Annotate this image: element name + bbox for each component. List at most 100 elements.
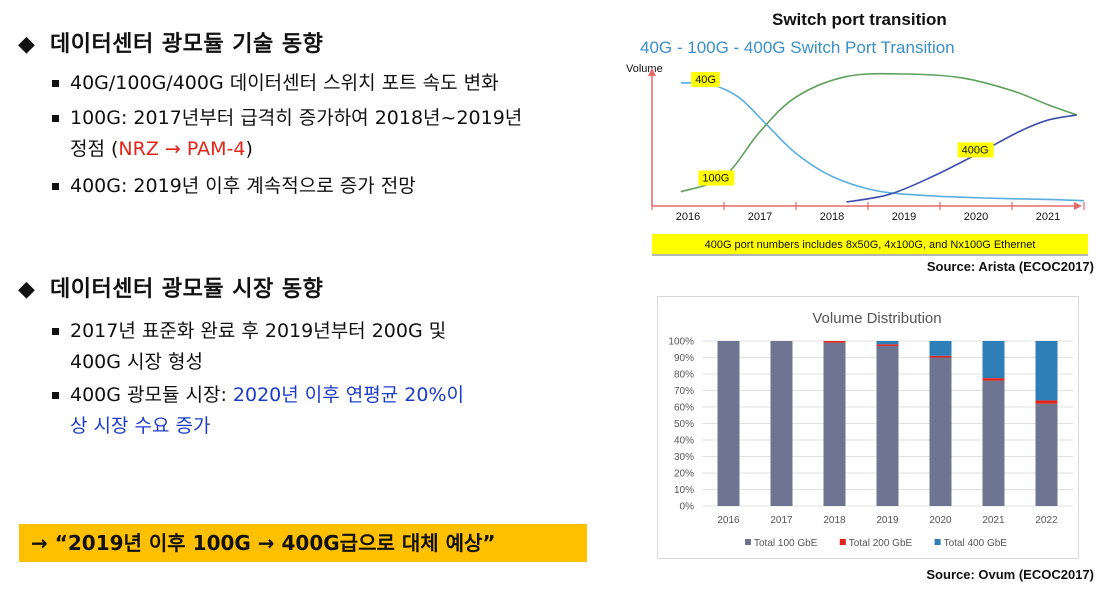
square-bullet-icon [52,80,59,87]
bullet-text: NRZ → PAM-4 [118,138,246,160]
bullet-text: 400G: 2019년 이후 계속적으로 증가 전망 [70,175,416,197]
legend-swatch [934,539,941,545]
x-tick-label: 2022 [1035,515,1058,526]
bar-2017-total-100-gbe [770,341,793,506]
volume-distribution-chart: Volume Distribution 0% 10% 20% 30% 40% 50% 60% 7… [657,296,1079,559]
y-tick-label: 60% [674,403,694,414]
y-tick-label: 40% [674,436,694,447]
bar-2018-total-100-gbe [823,342,846,506]
y-tick-label: 80% [674,370,694,381]
bullet-line: 2017년 표준화 완료 후 2019년부터 200G 및 [52,316,446,347]
bullet-text: 400G 광모듈 시장: [70,384,233,406]
y-axis-arrow-icon [648,68,656,76]
x-tick-label: 2020 [964,211,988,223]
y-tick-label: 90% [674,353,694,364]
y-tick-label: 20% [674,469,694,480]
bar-2018-total-200-gbe [823,341,846,343]
bullet-line: 40G/100G/400G 데이터센터 스위치 포트 속도 변화 [52,68,499,99]
series-line-40G [680,82,1085,202]
section-title-tech-trend: ◆ 데이터센터 광모듈 기술 동향 [18,32,324,57]
bar-2019-total-400-gbe [876,341,899,345]
x-tick-label: 2018 [820,211,844,223]
legend-label: Total 400 GbE [944,538,1008,549]
bullet-item: 2017년 표준화 완료 후 2019년부터 200G 및 400G 시장 형성 [52,316,446,378]
bar-2022-total-400-gbe [1035,341,1058,401]
switch-port-transition-chart: 40G - 100G - 400G Switch Port Transition… [626,38,1088,256]
square-bullet-icon [52,328,59,335]
legend-label: Total 100 GbE [754,538,818,549]
square-bullet-icon [52,115,59,122]
bar-2022-total-100-gbe [1035,403,1058,506]
bar-2019-total-100-gbe [876,345,899,506]
x-tick-label: 2018 [823,515,846,526]
series-label: 400G [962,144,989,156]
figure1-source: Source: Arista (ECOC2017) [926,259,1094,274]
y-axis-label: Volume [626,63,663,75]
bullet-text: 100G: 2017년부터 급격히 증가하여 2018년~2019년 [70,107,523,129]
y-tick-label: 30% [674,452,694,463]
diamond-bullet-icon: ◆ [18,32,36,57]
bullet-text: ) [245,138,253,160]
y-tick-label: 0% [680,502,695,513]
bar-2021-total-400-gbe [982,341,1005,379]
chart-title: Volume Distribution [812,310,941,327]
series-label: 40G [695,74,716,86]
footnote-banner [652,234,1088,254]
square-bullet-icon [52,392,59,399]
bullet-text: 정점 ( [70,138,119,160]
legend-swatch [745,539,751,545]
footnote-text: 400G port numbers includes 8x50G, 4x100G… [705,239,1036,251]
y-tick-label: 100% [668,337,694,348]
bar-2019-total-200-gbe [876,344,899,346]
x-tick-label: 2017 [748,211,772,223]
x-tick-label: 2016 [717,515,740,526]
y-tick-label: 50% [674,419,694,430]
legend-swatch [839,539,846,545]
bullet-line: 상 시장 수요 증가 [52,411,464,442]
legend-label: Total 200 GbE [849,538,913,549]
bar-2021-total-100-gbe [982,380,1005,506]
diamond-bullet-icon: ◆ [18,277,36,302]
bar-2022-total-200-gbe [1035,400,1058,404]
series-label: 100G [702,173,729,185]
y-tick-label: 70% [674,386,694,397]
bar-2020-total-200-gbe [929,355,952,358]
bullet-text: 상 시장 수요 증가 [70,415,211,437]
y-tick-label: 10% [674,485,694,496]
series-label-bg [698,170,735,186]
bullet-line: 400G 광모듈 시장: 2020년 이후 연평균 20%이 [52,380,464,411]
bullet-line: 정점 (NRZ → PAM-4) [52,134,522,165]
bullet-item: 400G: 2019년 이후 계속적으로 증가 전망 [52,171,416,202]
series-label-bg [691,71,720,87]
series-line-100G [680,72,1078,193]
conclusion-callout: → “2019년 이후 100G → 400G급으로 대체 예상” [19,524,587,562]
x-tick-label: 2020 [929,515,952,526]
series-line-400G [846,114,1077,203]
x-tick-label: 2021 [1036,211,1060,223]
x-axis-arrow-icon [1074,202,1082,210]
bar-2021-total-200-gbe [982,378,1005,381]
figure2-source: Source: Ovum (ECOC2017) [926,567,1094,582]
bullet-line: 400G: 2019년 이후 계속적으로 증가 전망 [52,171,416,202]
chart-subtitle: 40G - 100G - 400G Switch Port Transition [640,38,955,57]
section-title-market-trend: ◆ 데이터센터 광모듈 시장 동향 [18,277,324,302]
x-tick-label: 2019 [876,515,899,526]
square-bullet-icon [52,183,59,190]
bar-2020-total-400-gbe [929,341,952,356]
bullet-text: 2020년 이후 연평균 20%이 [232,384,464,406]
x-tick-label: 2017 [770,515,793,526]
bar-2016-total-100-gbe [717,341,740,506]
bullet-line: 400G 시장 형성 [52,347,446,378]
bullet-text: 40G/100G/400G 데이터센터 스위치 포트 속도 변화 [70,72,499,94]
x-tick-label: 2016 [676,211,700,223]
figure1-heading: Switch port transition [772,10,947,29]
x-tick-label: 2019 [892,211,916,223]
x-tick-label: 2021 [982,515,1005,526]
bullet-text: 2017년 표준화 완료 후 2019년부터 200G 및 [70,320,447,342]
series-label-bg [957,142,994,158]
bullet-line: 100G: 2017년부터 급격히 증가하여 2018년~2019년 [52,103,522,134]
bullet-item: 40G/100G/400G 데이터센터 스위치 포트 속도 변화 [52,68,499,99]
bullet-text: 400G 시장 형성 [70,351,203,373]
